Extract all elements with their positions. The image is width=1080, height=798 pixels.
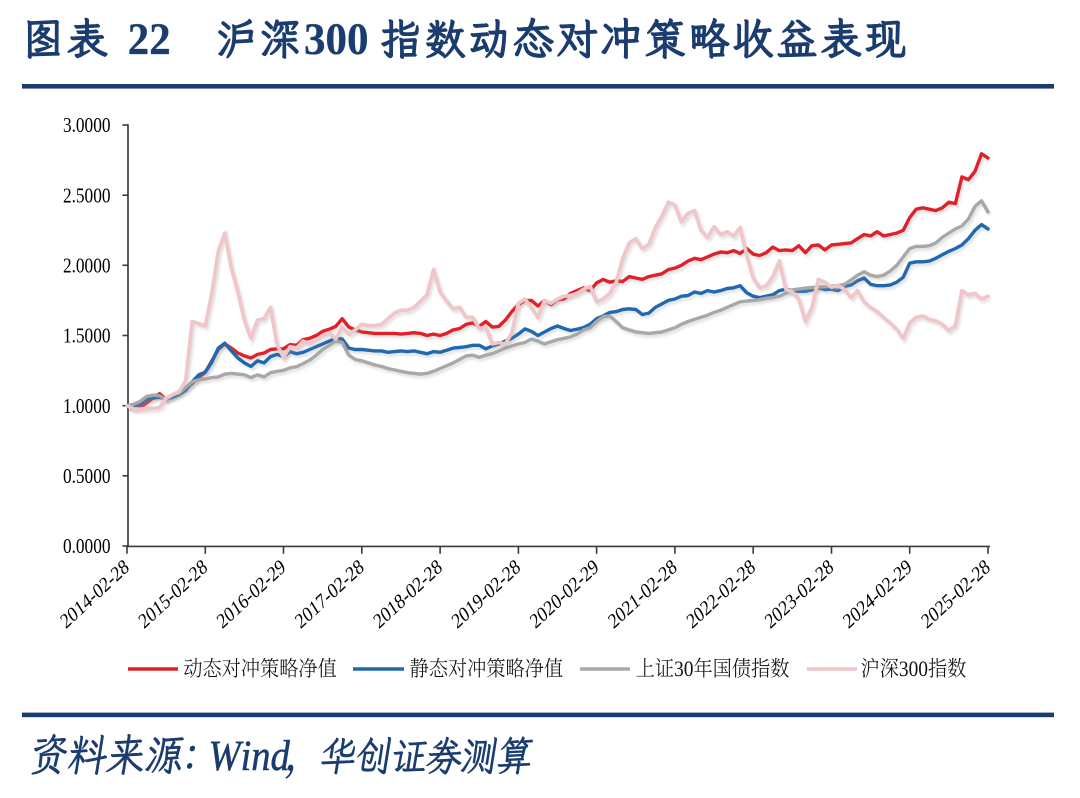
svg-text:1.0000: 1.0000 [63, 395, 111, 418]
svg-text:2.5000: 2.5000 [63, 185, 111, 208]
svg-text:0.5000: 0.5000 [63, 465, 111, 488]
svg-text:3.0000: 3.0000 [63, 115, 111, 138]
svg-text:1.5000: 1.5000 [63, 325, 111, 348]
svg-text:0.0000: 0.0000 [63, 536, 111, 559]
svg-text:2.0000: 2.0000 [63, 255, 111, 278]
